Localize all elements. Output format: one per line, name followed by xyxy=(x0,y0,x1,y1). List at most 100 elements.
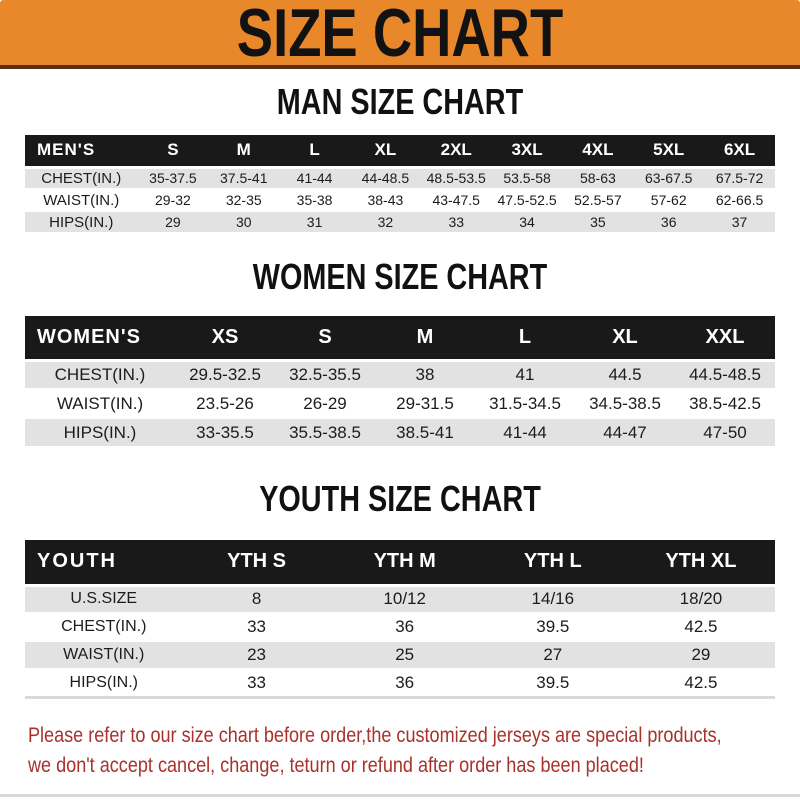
table-row: HIPS(IN.) 33-35.5 35.5-38.5 38.5-41 41-44 44-… xyxy=(25,418,775,448)
table-header-row: MEN'S S M L XL 2XL 3XL 4XL 5XL 6XL xyxy=(25,135,775,169)
men-size-table: MEN'S S M L XL 2XL 3XL 4XL 5XL 6XL CHEST(IN.) 35-37… xyxy=(25,135,775,234)
size-value-cell: 30 xyxy=(208,211,280,234)
bottom-divider xyxy=(0,794,800,797)
table-group-label: MEN'S xyxy=(25,135,138,169)
size-column-header: YTH S xyxy=(182,540,331,587)
size-value-cell: 33-35.5 xyxy=(175,418,275,448)
women-size-table: WOMEN'S XS S M L XL XXL CHEST(IN.) 29.5-32.5 32.5… xyxy=(25,316,775,448)
size-value-cell: 42.5 xyxy=(626,613,775,642)
size-column-header: 2XL xyxy=(420,135,492,169)
size-chart-banner: SIZE CHART xyxy=(0,0,800,69)
man-size-section: MAN SIZE CHART MEN'S S M L XL 2XL 3XL 4XL 5XL 6XL… xyxy=(0,83,800,234)
row-label: HIPS(IN.) xyxy=(25,669,183,699)
size-value-cell: 41 xyxy=(475,360,575,390)
youth-section-heading: YOUTH SIZE CHART xyxy=(259,478,541,519)
size-value-cell: 35-38 xyxy=(279,189,350,212)
size-value-cell: 47-50 xyxy=(675,418,775,448)
size-value-cell: 34.5-38.5 xyxy=(575,389,675,419)
size-value-cell: 58-63 xyxy=(562,167,634,190)
size-value-cell: 57-62 xyxy=(633,189,705,212)
size-value-cell: 62-66.5 xyxy=(704,189,775,212)
size-value-cell: 33 xyxy=(182,669,331,699)
size-value-cell: 67.5-72 xyxy=(704,167,775,190)
table-row: CHEST(IN.) 33 36 39.5 42.5 xyxy=(25,613,775,642)
size-value-cell: 43-47.5 xyxy=(420,189,492,212)
row-label: U.S.SIZE xyxy=(25,585,183,614)
size-value-cell: 29-31.5 xyxy=(375,389,475,419)
row-label: HIPS(IN.) xyxy=(25,211,138,234)
size-value-cell: 32 xyxy=(349,211,421,234)
size-value-cell: 35-37.5 xyxy=(137,167,209,190)
size-value-cell: 48.5-53.5 xyxy=(420,167,492,190)
row-label: WAIST(IN.) xyxy=(25,189,138,212)
size-value-cell: 18/20 xyxy=(626,585,775,614)
size-value-cell: 32.5-35.5 xyxy=(275,360,375,390)
size-column-header: 6XL xyxy=(704,135,775,169)
table-row: WAIST(IN.) 23 25 27 29 xyxy=(25,641,775,670)
size-value-cell: 35 xyxy=(562,211,634,234)
row-label: CHEST(IN.) xyxy=(25,167,138,190)
size-column-header: L xyxy=(279,135,350,169)
size-value-cell: 36 xyxy=(330,613,479,642)
size-value-cell: 8 xyxy=(182,585,331,614)
table-row: HIPS(IN.) 33 36 39.5 42.5 xyxy=(25,669,775,699)
banner-title: SIZE CHART xyxy=(236,0,564,71)
size-column-header: XL xyxy=(575,316,675,362)
man-section-heading: MAN SIZE CHART xyxy=(276,81,524,122)
size-value-cell: 29 xyxy=(137,211,209,234)
size-column-header: XL xyxy=(349,135,421,169)
table-row: WAIST(IN.) 29-32 32-35 35-38 38-43 43-47.5 47.… xyxy=(25,189,775,212)
order-notice-line2: we don't accept cancel, change, teturn o… xyxy=(28,753,644,777)
size-value-cell: 44-47 xyxy=(575,418,675,448)
size-value-cell: 23 xyxy=(182,641,331,670)
table-header-row: WOMEN'S XS S M L XL XXL xyxy=(25,316,775,362)
size-column-header: M xyxy=(208,135,280,169)
size-column-header: YTH L xyxy=(478,540,627,587)
size-value-cell: 38.5-41 xyxy=(375,418,475,448)
size-column-header: YTH XL xyxy=(626,540,775,587)
size-column-header: 3XL xyxy=(491,135,563,169)
youth-size-table: YOUTH YTH S YTH M YTH L YTH XL U.S.SIZE 8 10/12… xyxy=(25,540,775,699)
size-value-cell: 33 xyxy=(182,613,331,642)
size-value-cell: 41-44 xyxy=(279,167,350,190)
table-row: CHEST(IN.) 35-37.5 37.5-41 41-44 44-48.5 48.5… xyxy=(25,167,775,190)
size-value-cell: 38 xyxy=(375,360,475,390)
women-section-heading: WOMEN SIZE CHART xyxy=(252,256,548,297)
table-group-label: WOMEN'S xyxy=(25,316,175,362)
size-value-cell: 29 xyxy=(626,641,775,670)
size-column-header: S xyxy=(275,316,375,362)
size-value-cell: 35.5-38.5 xyxy=(275,418,375,448)
table-row: HIPS(IN.) 29 30 31 32 33 34 35 36 37 xyxy=(25,211,775,234)
row-label: WAIST(IN.) xyxy=(25,389,175,419)
size-value-cell: 34 xyxy=(491,211,563,234)
row-label: HIPS(IN.) xyxy=(25,418,175,448)
row-label: WAIST(IN.) xyxy=(25,641,183,670)
size-value-cell: 52.5-57 xyxy=(562,189,634,212)
size-value-cell: 44-48.5 xyxy=(349,167,421,190)
size-value-cell: 41-44 xyxy=(475,418,575,448)
size-value-cell: 38-43 xyxy=(349,189,421,212)
size-value-cell: 42.5 xyxy=(626,669,775,699)
size-value-cell: 10/12 xyxy=(330,585,479,614)
size-column-header: XXL xyxy=(675,316,775,362)
size-value-cell: 53.5-58 xyxy=(491,167,563,190)
size-value-cell: 25 xyxy=(330,641,479,670)
size-column-header: L xyxy=(475,316,575,362)
size-value-cell: 27 xyxy=(478,641,627,670)
size-value-cell: 14/16 xyxy=(478,585,627,614)
size-value-cell: 37.5-41 xyxy=(208,167,280,190)
size-value-cell: 33 xyxy=(420,211,492,234)
size-value-cell: 31 xyxy=(279,211,350,234)
size-value-cell: 44.5-48.5 xyxy=(675,360,775,390)
size-value-cell: 23.5-26 xyxy=(175,389,275,419)
size-value-cell: 38.5-42.5 xyxy=(675,389,775,419)
size-value-cell: 31.5-34.5 xyxy=(475,389,575,419)
row-label: CHEST(IN.) xyxy=(25,613,183,642)
table-row: WAIST(IN.) 23.5-26 26-29 29-31.5 31.5-34.5 34… xyxy=(25,389,775,419)
size-column-header: S xyxy=(137,135,209,169)
size-value-cell: 47.5-52.5 xyxy=(491,189,563,212)
size-column-header: M xyxy=(375,316,475,362)
youth-size-section: YOUTH SIZE CHART YOUTH YTH S YTH M YTH L YTH… xyxy=(0,480,800,699)
order-notice-line1: Please refer to our size chart before or… xyxy=(28,723,722,747)
size-value-cell: 36 xyxy=(330,669,479,699)
